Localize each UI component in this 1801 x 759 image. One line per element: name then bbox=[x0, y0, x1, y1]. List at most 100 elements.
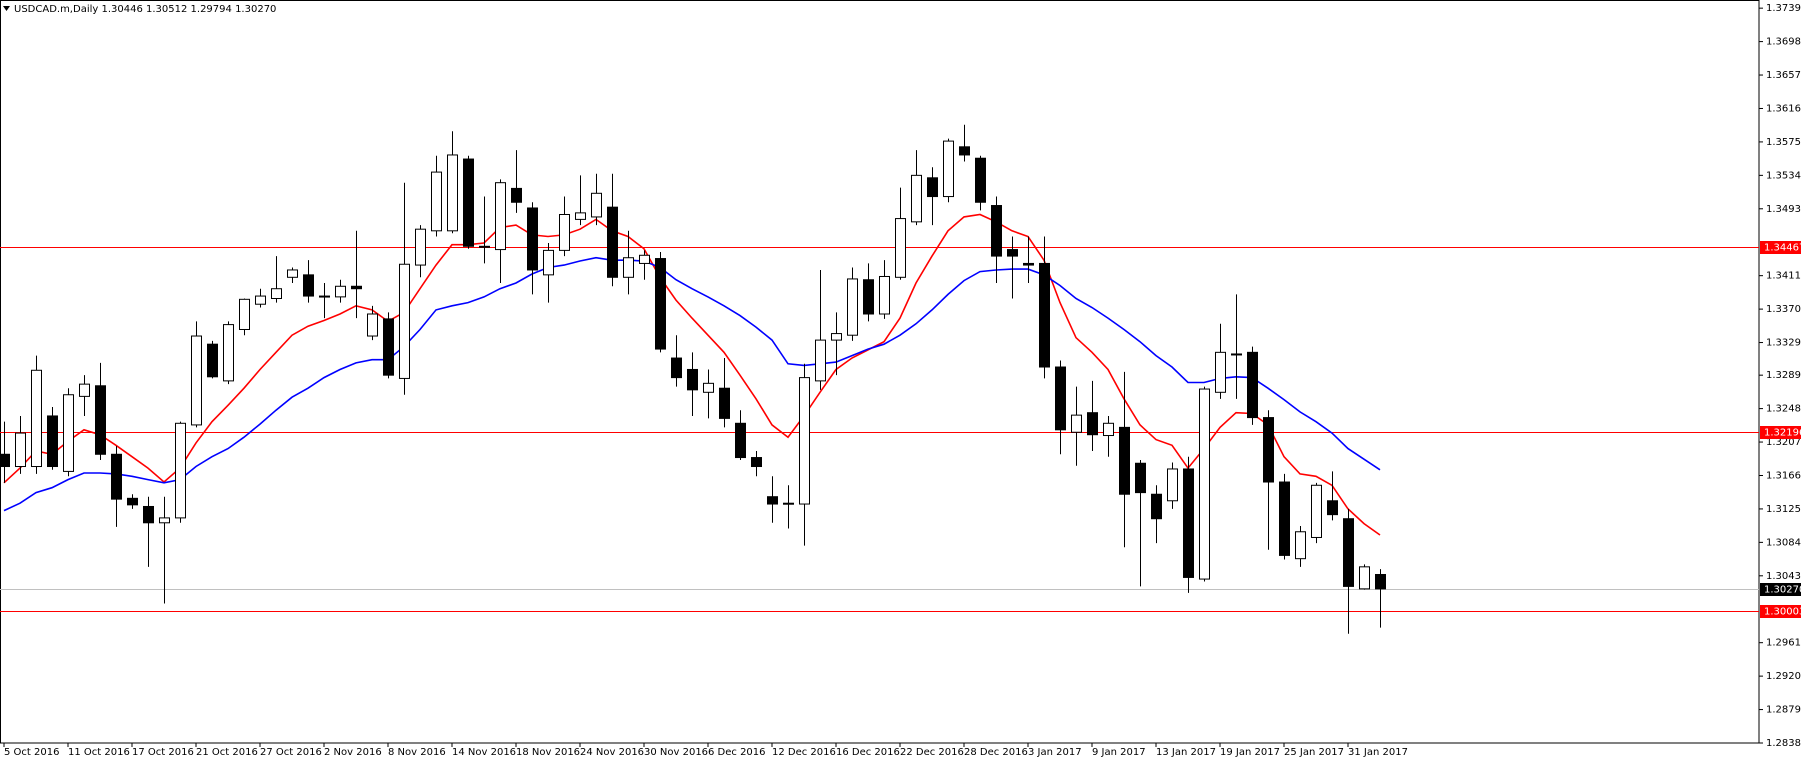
candle-body bbox=[287, 269, 298, 278]
moving-averages bbox=[3, 213, 1381, 536]
candle-body bbox=[431, 171, 442, 232]
chart-title: USDCAD.m,Daily 1.30446 1.30512 1.29794 1… bbox=[14, 4, 276, 15]
candle-body bbox=[863, 279, 874, 315]
candle-body bbox=[1311, 484, 1322, 538]
candle-body bbox=[543, 249, 554, 276]
candle-body bbox=[639, 254, 650, 264]
y-tick-label: 1.33700 bbox=[1766, 304, 1801, 315]
candle-body bbox=[1279, 481, 1290, 556]
levels bbox=[0, 247, 1759, 612]
x-tick-label: 27 Oct 2016 bbox=[260, 747, 322, 758]
x-tick-label: 18 Nov 2016 bbox=[516, 747, 580, 758]
level-label: 1.34467 bbox=[1764, 243, 1801, 254]
candle-body bbox=[687, 368, 698, 391]
x-tick-label: 24 Nov 2016 bbox=[580, 747, 644, 758]
level-label: 1.32196 bbox=[1764, 428, 1801, 439]
x-tick-label: 2 Nov 2016 bbox=[324, 747, 382, 758]
candle-body bbox=[575, 212, 586, 220]
level-label-box bbox=[1760, 241, 1801, 254]
candle-body bbox=[1343, 518, 1354, 587]
y-tick-label: 1.28790 bbox=[1766, 705, 1801, 716]
candle-body bbox=[559, 213, 570, 251]
y-tick-label: 1.33290 bbox=[1766, 338, 1801, 349]
x-tick-label: 14 Nov 2016 bbox=[452, 747, 516, 758]
candle-body bbox=[399, 263, 410, 379]
y-tick-label: 1.29610 bbox=[1766, 638, 1801, 649]
menu-triangle bbox=[3, 6, 10, 11]
candle-body bbox=[1055, 366, 1066, 431]
level-label-box bbox=[1760, 583, 1801, 596]
candle-body bbox=[1247, 351, 1258, 419]
candle-body bbox=[319, 295, 330, 298]
candle-body bbox=[591, 192, 602, 218]
y-tick-label: 1.34930 bbox=[1766, 204, 1801, 215]
candle-body bbox=[1167, 468, 1178, 502]
candle-body bbox=[751, 457, 762, 468]
candle-body bbox=[895, 218, 906, 278]
candle-body bbox=[15, 432, 26, 468]
candle-body bbox=[911, 174, 922, 223]
y-tick-label: 1.32070 bbox=[1766, 437, 1801, 448]
x-tick-label: 5 Oct 2016 bbox=[4, 747, 59, 758]
candle-body bbox=[959, 146, 970, 156]
x-tick-label: 31 Jan 2017 bbox=[1348, 747, 1408, 758]
candle-body bbox=[335, 285, 346, 298]
candle-body bbox=[1039, 262, 1050, 368]
moving-average bbox=[3, 256, 1381, 512]
x-tick-label: 22 Dec 2016 bbox=[900, 747, 964, 758]
x-tick-label: 12 Dec 2016 bbox=[772, 747, 836, 758]
candle-body bbox=[527, 207, 538, 271]
axes: 1.37390 1.36980 1.36570 1.36160 1.35750 1.353… bbox=[3, 3, 1801, 758]
x-tick-label: 17 Oct 2016 bbox=[132, 747, 194, 758]
candle-body bbox=[207, 343, 218, 378]
candle-body bbox=[927, 177, 938, 198]
candle-body bbox=[943, 140, 954, 198]
candle-body bbox=[495, 182, 506, 251]
y-tick-label: 1.36160 bbox=[1766, 103, 1801, 114]
x-tick-label: 25 Jan 2017 bbox=[1284, 747, 1344, 758]
candle-body bbox=[79, 383, 90, 397]
y-tick-label: 1.34110 bbox=[1766, 271, 1801, 282]
candle-body bbox=[1007, 249, 1018, 257]
level-label-box bbox=[1760, 605, 1801, 618]
y-tick-label: 1.32890 bbox=[1766, 370, 1801, 381]
candle-body bbox=[1263, 417, 1274, 483]
y-tick-label: 1.37390 bbox=[1766, 3, 1801, 14]
candles bbox=[0, 124, 1386, 634]
x-tick-label: 8 Nov 2016 bbox=[388, 747, 446, 758]
candle-body bbox=[31, 369, 42, 468]
candle-body bbox=[351, 285, 362, 290]
y-tick-label: 1.35750 bbox=[1766, 137, 1801, 148]
candle-body bbox=[767, 496, 778, 505]
candle-body bbox=[975, 157, 986, 203]
candle-body bbox=[1071, 414, 1082, 433]
candle-body bbox=[1295, 531, 1306, 560]
candle-body bbox=[799, 377, 810, 505]
candle-body bbox=[47, 415, 58, 468]
candle-body bbox=[415, 228, 426, 266]
candle-body bbox=[1119, 426, 1130, 495]
candle-body bbox=[655, 258, 666, 350]
y-tick-label: 1.36980 bbox=[1766, 37, 1801, 48]
candle-body bbox=[831, 333, 842, 341]
y-tick-label: 1.29200 bbox=[1766, 671, 1801, 682]
candle-body bbox=[1231, 353, 1242, 356]
level-label-box bbox=[1760, 426, 1801, 439]
x-tick-label: 11 Oct 2016 bbox=[68, 747, 130, 758]
candle-body bbox=[735, 422, 746, 459]
candle-body bbox=[191, 335, 202, 426]
candle-body bbox=[367, 313, 378, 337]
y-tick-label: 1.30840 bbox=[1766, 537, 1801, 548]
x-tick-label: 6 Dec 2016 bbox=[708, 747, 766, 758]
candle-body bbox=[1183, 468, 1194, 578]
candle-body bbox=[671, 357, 682, 379]
candle-body bbox=[95, 385, 106, 455]
candle-body bbox=[719, 387, 730, 419]
y-tick-label: 1.35340 bbox=[1766, 170, 1801, 181]
candle-body bbox=[223, 324, 234, 382]
x-tick-label: 19 Jan 2017 bbox=[1220, 747, 1280, 758]
candle-body bbox=[255, 295, 266, 305]
y-tick-label: 1.30430 bbox=[1766, 571, 1801, 582]
candle-body bbox=[1327, 500, 1338, 516]
